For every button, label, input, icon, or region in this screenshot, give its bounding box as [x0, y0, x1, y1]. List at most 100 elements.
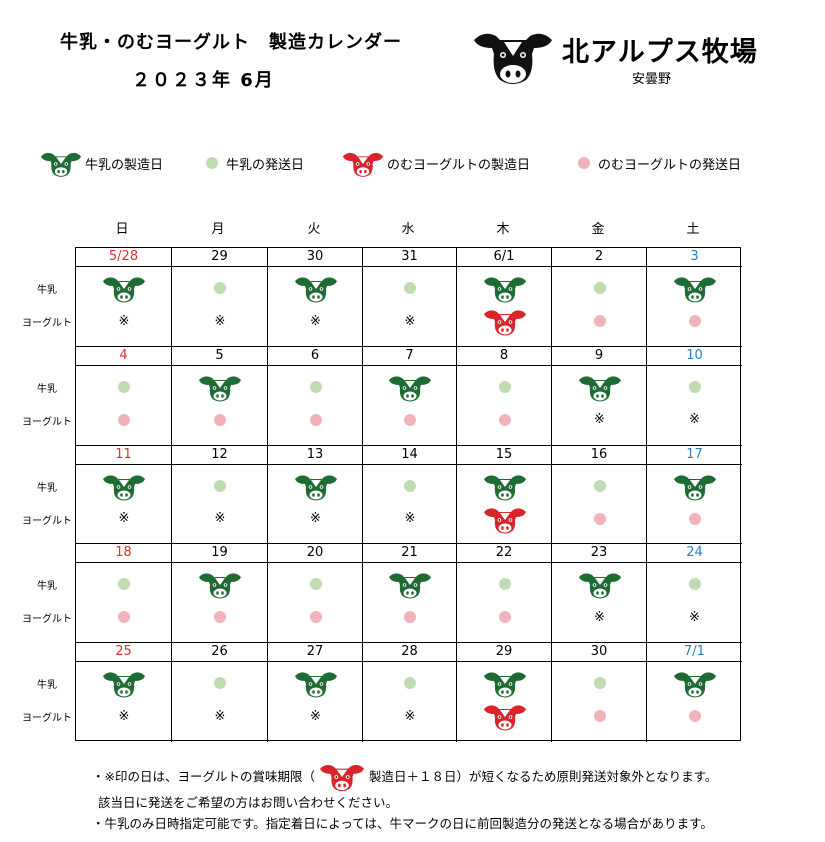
cow-icon-green — [77, 667, 171, 699]
day-cell — [76, 563, 172, 644]
green-dot-icon — [553, 272, 647, 304]
cow-icon-green — [269, 470, 363, 502]
day-cell: ※ — [172, 662, 268, 742]
pink-dot-icon — [648, 503, 742, 535]
day-cell: ※ — [76, 464, 172, 545]
row-label-milk: 牛乳 — [37, 482, 57, 494]
weekday-mon: 月 — [211, 222, 225, 237]
note-line-1: ・※印の日は、ヨーグルトの賞味期限（ 製造日＋１８日）が短くなるため原則発送対象… — [92, 760, 717, 792]
day-cell: ※ — [363, 662, 457, 742]
legend-item-milk-production: 牛乳の製造日 — [40, 146, 163, 180]
excluded-mark: ※ — [310, 313, 321, 329]
excluded-mark: ※ — [689, 412, 700, 428]
logo-cow-icon — [474, 33, 552, 84]
day-cell: ※ — [647, 366, 742, 446]
row-label-yogurt: ヨーグルト — [22, 318, 72, 329]
day-cell: ※ — [268, 267, 363, 347]
cow-icon-green — [648, 667, 742, 699]
date-cell: 12 — [172, 445, 268, 465]
pink-dot-icon — [553, 700, 647, 732]
excluded-mark: ※ — [404, 511, 416, 527]
pink-dot-icon — [553, 503, 647, 535]
cow-icon-green — [458, 667, 552, 699]
excluded-mark: ※ — [689, 609, 700, 625]
day-cell: ※ — [552, 365, 647, 446]
date-cell: 18 — [76, 544, 172, 564]
row-label-milk: 牛乳 — [37, 680, 57, 692]
date-cell: 20 — [268, 544, 363, 564]
cow-icon-green — [269, 667, 363, 699]
day-cell: ※ — [363, 267, 457, 347]
date-cell: 7/1 — [647, 643, 742, 663]
green-dot-icon — [648, 568, 742, 600]
day-cell: ※ — [268, 662, 363, 742]
cow-icon-red — [458, 700, 552, 732]
date-cell: 23 — [552, 544, 647, 564]
page-title: 牛乳・のむヨーグルト 製造カレンダー — [60, 32, 402, 53]
date-cell: 8 — [457, 346, 552, 366]
green-dot-icon — [77, 568, 171, 600]
day-cell: ※ — [172, 267, 268, 347]
pink-dot-icon — [363, 404, 457, 436]
pink-dot-icon — [553, 305, 647, 337]
date-cell: 24 — [647, 544, 742, 564]
pink-dot-icon — [363, 601, 457, 633]
day-cell: ※ — [76, 267, 172, 347]
date-cell: 30 — [552, 643, 647, 663]
cow-icon-green — [173, 371, 267, 403]
calendar-grid: 5/28 ※ 29 ※ 30 ※ 31 ※ 6/1 — [75, 247, 742, 742]
green-dot-icon — [363, 470, 457, 502]
excluded-mark: ※ — [404, 313, 416, 329]
brand-location: 安曇野 — [632, 72, 672, 87]
note-line-2: 該当日に発送をご希望の方はお問い合わせください。 — [92, 792, 717, 813]
cow-icon-green — [363, 371, 457, 403]
date-cell: 31 — [363, 248, 457, 267]
green-dot-icon — [458, 568, 552, 600]
cow-icon-green — [458, 272, 552, 304]
date-cell: 21 — [363, 544, 457, 564]
green-dot-icon — [363, 667, 457, 699]
excluded-mark: ※ — [214, 313, 226, 329]
date-cell: 29 — [172, 248, 268, 267]
date-cell: 27 — [268, 643, 363, 663]
weekday-thu: 木 — [496, 222, 510, 237]
excluded-mark: ※ — [214, 708, 226, 724]
pink-dot-icon — [77, 601, 171, 633]
date-cell: 16 — [552, 445, 647, 465]
excluded-mark: ※ — [118, 313, 130, 329]
day-cell — [552, 464, 647, 545]
legend-label: のむヨーグルトの発送日 — [598, 157, 742, 173]
day-cell — [457, 662, 552, 742]
day-cell: ※ — [172, 464, 268, 545]
date-cell: 30 — [268, 248, 363, 267]
cow-icon-green — [173, 568, 267, 600]
pink-dot-icon — [578, 157, 590, 169]
row-label-milk: 牛乳 — [37, 581, 57, 593]
date-cell: 3 — [647, 248, 742, 267]
day-cell — [552, 662, 647, 742]
cow-icon-red — [458, 305, 552, 337]
day-cell — [457, 464, 552, 545]
pink-dot-icon — [173, 404, 267, 436]
date-cell: 26 — [172, 643, 268, 663]
excluded-mark: ※ — [118, 708, 130, 724]
cow-icon-green — [40, 148, 82, 178]
brand-name: 北アルプス牧場 — [562, 37, 758, 68]
date-cell: 11 — [76, 445, 172, 465]
date-cell: 6 — [268, 346, 363, 366]
cow-icon-green — [648, 272, 742, 304]
legend-label: 牛乳の発送日 — [226, 157, 305, 173]
day-cell — [172, 563, 268, 644]
date-cell: 4 — [76, 346, 172, 366]
day-cell — [268, 365, 363, 446]
day-cell: ※ — [647, 563, 742, 644]
pink-dot-icon — [458, 404, 552, 436]
day-cell — [76, 365, 172, 446]
cow-icon-red — [319, 760, 365, 792]
green-dot-icon — [269, 568, 363, 600]
day-cell: ※ — [552, 563, 647, 644]
legend-label: のむヨーグルトの製造日 — [387, 157, 531, 173]
day-cell — [647, 662, 742, 742]
day-cell — [457, 563, 552, 644]
note-text: 製造日＋１８日）が短くなるため原則発送対象外となります。 — [368, 768, 718, 784]
